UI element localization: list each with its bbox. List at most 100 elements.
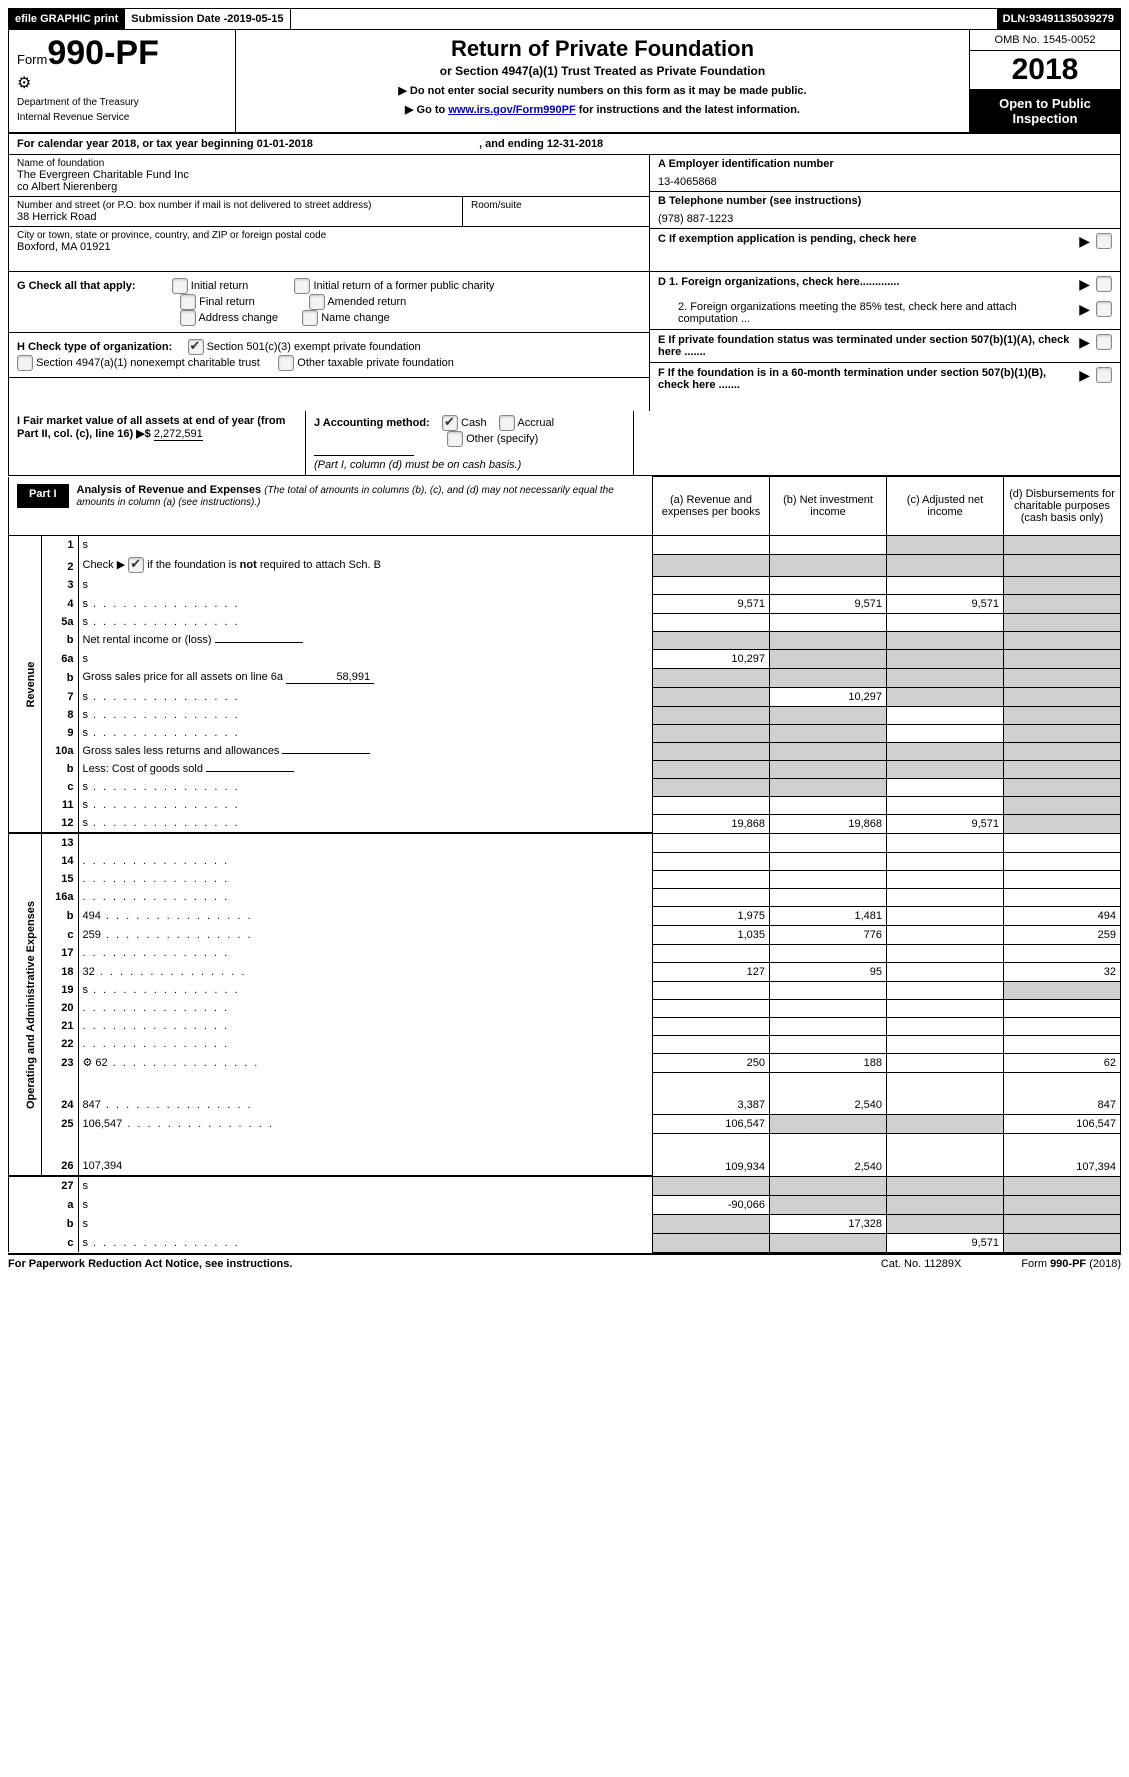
amount-cell: 10,297 — [653, 649, 770, 668]
amount-cell — [1004, 944, 1121, 962]
amount-cell: 9,571 — [887, 594, 1004, 613]
table-row: 6as10,297 — [9, 649, 1121, 668]
table-row: 12s19,86819,8689,571 — [9, 814, 1121, 833]
amount-cell — [770, 944, 887, 962]
amount-cell: 847 — [1004, 1072, 1121, 1114]
amount-cell: 250 — [653, 1053, 770, 1072]
street-address: 38 Herrick Road — [17, 211, 454, 223]
form-header: Form990-PF ⚙ Department of the Treasury … — [8, 30, 1121, 132]
amount-cell: 19,868 — [770, 814, 887, 833]
amount-cell: 1,035 — [653, 925, 770, 944]
line-number: 7 — [41, 687, 78, 706]
checkbox-cash[interactable] — [442, 415, 458, 431]
amount-cell: 107,394 — [1004, 1133, 1121, 1176]
table-row: bNet rental income or (loss) — [9, 631, 1121, 649]
table-row: 2Check ▶ if the foundation is not requir… — [9, 554, 1121, 576]
city-state-zip: Boxford, MA 01921 — [17, 241, 641, 253]
amount-cell: 188 — [770, 1053, 887, 1072]
table-row: 248473,3872,540847 — [9, 1072, 1121, 1114]
checkbox-initial-former[interactable] — [294, 278, 310, 294]
line-description: 107,394 — [78, 1133, 653, 1176]
amount-cell — [887, 576, 1004, 594]
inline-amount — [206, 771, 294, 772]
section-i-j: I Fair market value of all assets at end… — [8, 411, 1121, 476]
amount-cell: 9,571 — [887, 814, 1004, 833]
amount-cell — [887, 833, 1004, 852]
amount-cell — [770, 613, 887, 631]
omb-number: OMB No. 1545-0052 — [970, 30, 1120, 51]
amount-cell — [1004, 1035, 1121, 1053]
amount-cell — [653, 796, 770, 814]
col-d-header: (d) Disbursements for charitable purpose… — [1004, 477, 1121, 536]
line-description — [78, 944, 653, 962]
amount-cell — [887, 944, 1004, 962]
checkbox-initial-return[interactable] — [172, 278, 188, 294]
table-row: 3s — [9, 576, 1121, 594]
checkbox-d1[interactable] — [1096, 276, 1112, 292]
amount-cell: -90,066 — [653, 1195, 770, 1214]
table-row: 20 — [9, 999, 1121, 1017]
col-b-header: (b) Net investment income — [770, 477, 887, 536]
line-number: 8 — [41, 706, 78, 724]
line-number: 13 — [41, 833, 78, 852]
amount-cell: 494 — [1004, 906, 1121, 925]
checkbox-address-change[interactable] — [180, 310, 196, 326]
line-number: b — [41, 906, 78, 925]
checkbox-name-change[interactable] — [302, 310, 318, 326]
line-number: 19 — [41, 981, 78, 999]
amount-cell — [887, 613, 1004, 631]
checkbox-amended[interactable] — [309, 294, 325, 310]
amount-cell — [1004, 999, 1121, 1017]
table-row: 10aGross sales less returns and allowanc… — [9, 742, 1121, 760]
table-row: 14 — [9, 852, 1121, 870]
table-row: 16a — [9, 888, 1121, 906]
line-description: s — [78, 613, 653, 631]
checkbox-501c3[interactable] — [188, 339, 204, 355]
line-description: 494 — [78, 906, 653, 925]
amount-cell — [1004, 833, 1121, 852]
table-row: 22 — [9, 1035, 1121, 1053]
amount-cell — [887, 778, 1004, 796]
checkbox-other-method[interactable] — [447, 431, 463, 447]
checkbox-4947a1[interactable] — [17, 355, 33, 371]
checkbox-e[interactable] — [1096, 334, 1112, 350]
table-row: 15 — [9, 870, 1121, 888]
attachment-icon: ⚙ — [83, 1057, 93, 1069]
line-description: Net rental income or (loss) — [78, 631, 653, 649]
checkbox-other-taxable[interactable] — [278, 355, 294, 371]
table-row: bs17,328 — [9, 1214, 1121, 1233]
line-number: 23 — [41, 1053, 78, 1072]
amount-cell: 9,571 — [887, 1233, 1004, 1252]
checkbox-d2[interactable] — [1096, 301, 1112, 317]
table-row: 25106,547106,547106,547 — [9, 1114, 1121, 1133]
table-row: bLess: Cost of goods sold — [9, 760, 1121, 778]
treasury-seal-icon: ⚙ — [17, 73, 227, 93]
amount-cell — [887, 852, 1004, 870]
side-label: Revenue — [9, 536, 42, 834]
amount-cell — [887, 870, 1004, 888]
line-number: 4 — [41, 594, 78, 613]
table-row: 19s — [9, 981, 1121, 999]
line-description: Check ▶ if the foundation is not require… — [78, 554, 653, 576]
checkbox-c[interactable] — [1096, 233, 1112, 249]
checkbox-sch-b[interactable] — [128, 557, 144, 573]
checkbox-final-return[interactable] — [180, 294, 196, 310]
checkbox-accrual[interactable] — [499, 415, 515, 431]
line-number: 3 — [41, 576, 78, 594]
amount-cell: 1,975 — [653, 906, 770, 925]
amount-cell — [1004, 888, 1121, 906]
inline-amount: 58,991 — [286, 671, 374, 684]
amount-cell: 3,387 — [653, 1072, 770, 1114]
line-description: s — [78, 724, 653, 742]
amount-cell — [653, 536, 770, 555]
line-number: 6a — [41, 649, 78, 668]
line-description: s — [78, 1233, 653, 1252]
line-description: Gross sales price for all assets on line… — [78, 668, 653, 687]
checkbox-f[interactable] — [1096, 367, 1112, 383]
fmv-assets: 2,272,591 — [154, 428, 203, 441]
line-number: 1 — [41, 536, 78, 555]
irs-link[interactable]: www.irs.gov/Form990PF — [448, 104, 575, 116]
amount-cell — [653, 888, 770, 906]
amount-cell — [770, 870, 887, 888]
col-a-header: (a) Revenue and expenses per books — [653, 477, 770, 536]
